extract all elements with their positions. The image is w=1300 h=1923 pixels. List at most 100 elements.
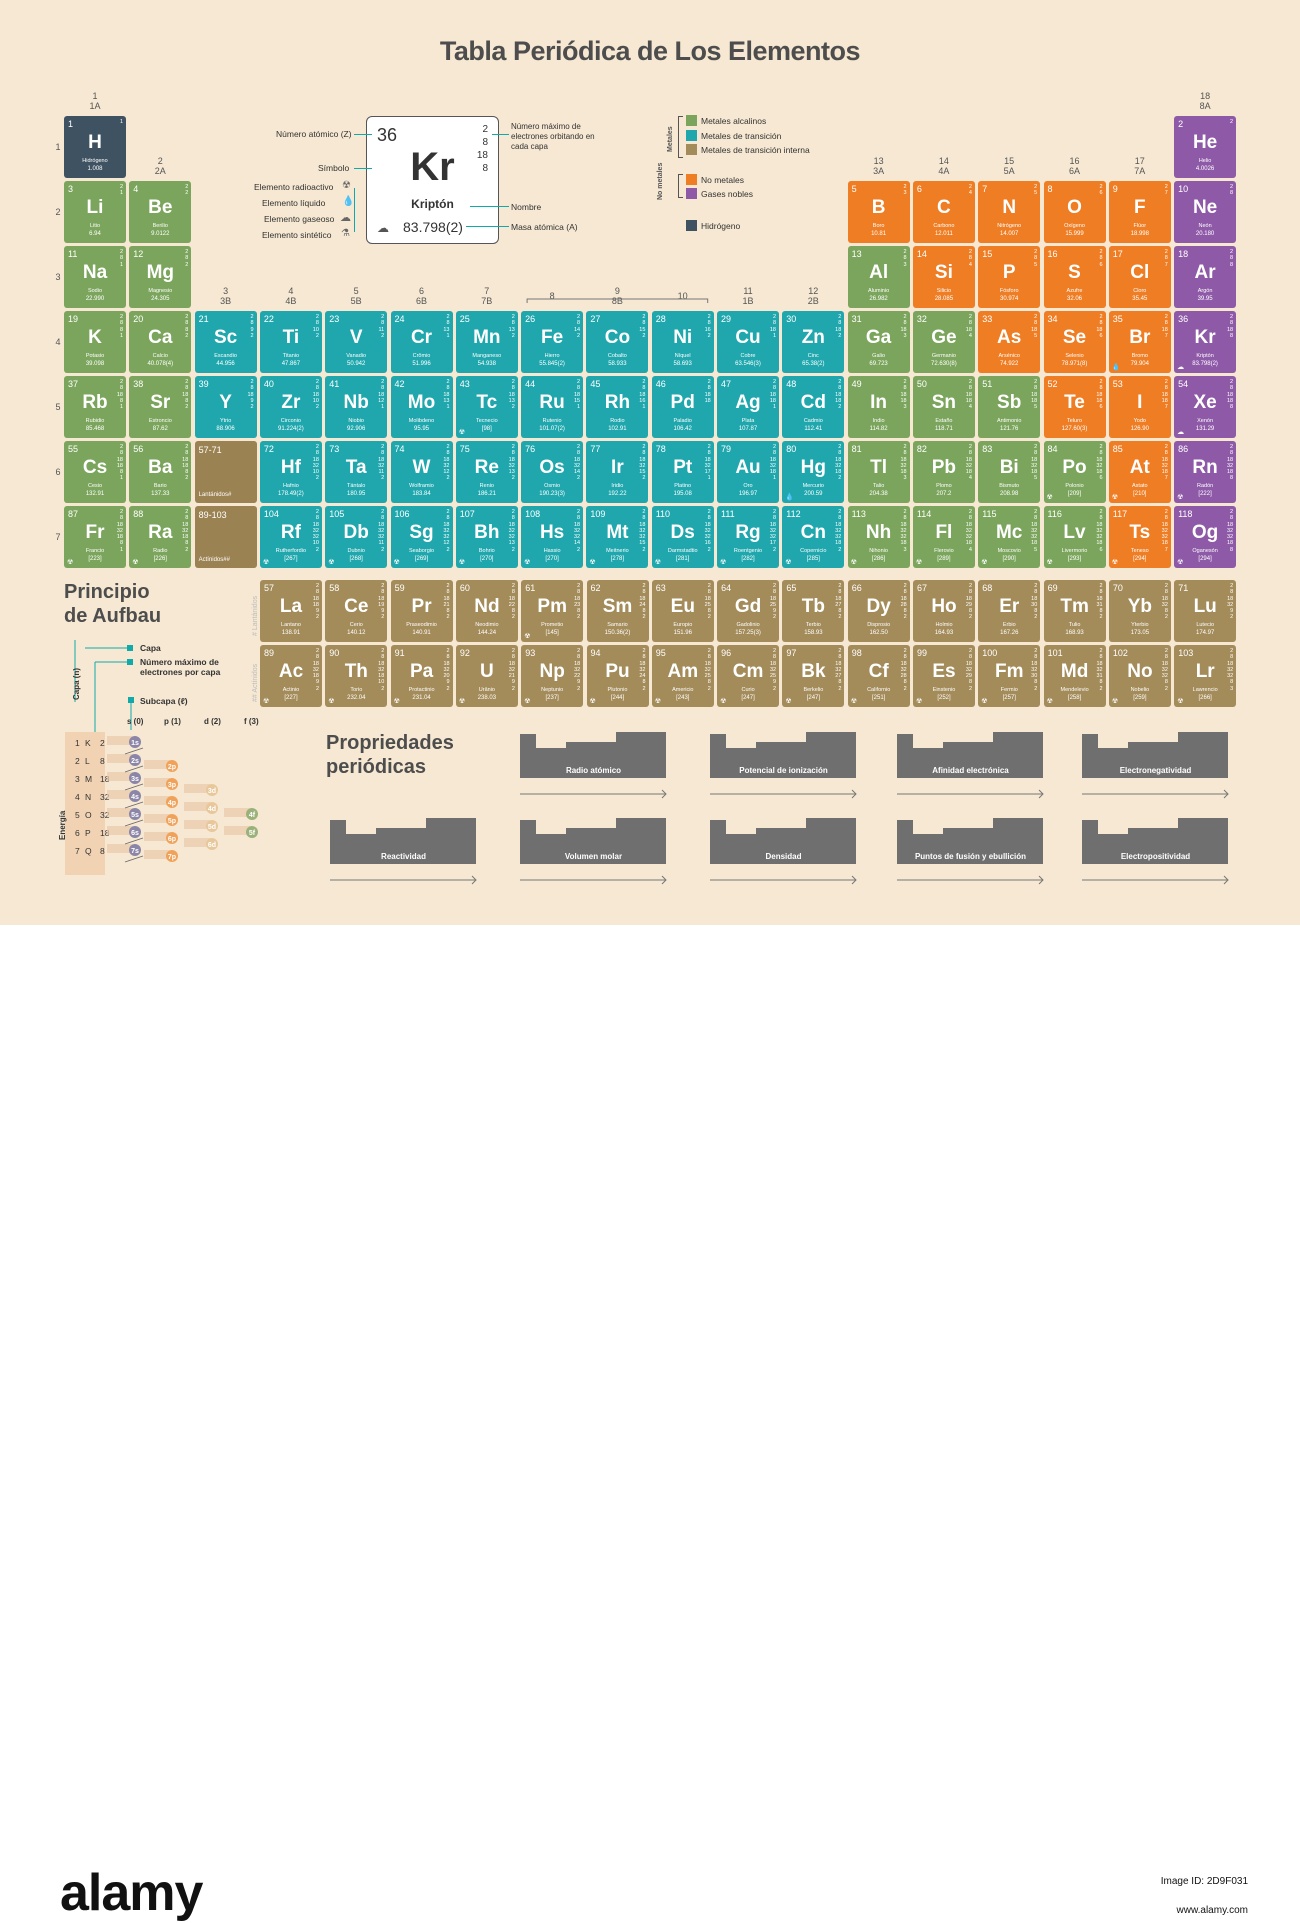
element-symbol: As [997, 327, 1022, 348]
atomic-number: 86 [1178, 444, 1189, 454]
electron-shells: 2 8 18 18 8 2 [182, 444, 189, 482]
element-symbol: H [88, 132, 102, 153]
svg-text:8: 8 [100, 756, 105, 766]
electron-shells: 2 8 18 32 32 12 2 [443, 509, 450, 553]
svg-text:p (1): p (1) [164, 717, 181, 726]
atomic-mass: 51.996 [412, 361, 431, 367]
svg-text:32: 32 [100, 792, 110, 802]
svg-text:5s: 5s [131, 812, 139, 819]
element-symbol: Ge [931, 327, 957, 348]
atomic-number: 93 [525, 648, 536, 658]
atomic-number: 7 [982, 184, 988, 194]
page-title: Tabla Periódica de Los Elementos [439, 36, 861, 66]
atomic-number: 13 [851, 249, 862, 259]
element-at: 85 At Astato [210] 2 8 18 32 18 7 ☢ [1108, 441, 1171, 503]
element-symbol: Os [539, 457, 565, 478]
element-symbol: Bk [801, 661, 826, 682]
radioactive-icon: ☢ [342, 180, 351, 191]
electron-shells: 2 8 18 18 7 [1161, 379, 1168, 411]
radioactive-icon: ☢ [850, 698, 857, 705]
atomic-number: 92 [459, 648, 470, 658]
property-label: Radio atómico [565, 766, 622, 775]
atomic-number: 63 [655, 583, 666, 593]
element-name: Titanio [282, 353, 300, 359]
element-name: Rutenio [542, 418, 562, 424]
legend-item-label: Metales de transición [701, 131, 782, 141]
element-name: Rutherfordio [275, 548, 307, 554]
element-name: Boro [872, 223, 885, 229]
element-symbol: Gd [734, 596, 762, 617]
svg-text:1: 1 [75, 738, 80, 748]
element-name: Molibdeno [408, 418, 435, 424]
element-symbol: Ni [673, 327, 693, 348]
svg-text:6d: 6d [208, 842, 216, 849]
element-he: 2 He Helio 4.0026 2 [1174, 116, 1237, 178]
element-symbol: Pt [673, 457, 693, 478]
element-as: 33 As Arsénico 74.922 2 8 18 5 [978, 311, 1041, 373]
element-cs: 55 Cs Cesio 132.91 2 8 18 18 8 1 [64, 441, 126, 503]
atomic-mass: [145] [545, 630, 559, 636]
element-name: Protactinio [408, 687, 435, 693]
element-name: Californio [867, 687, 891, 693]
element-c: 6 C Carbono 12.011 2 4 [912, 181, 975, 243]
svg-text:6: 6 [75, 828, 80, 838]
electron-shells: 2 8 18 15 1 [573, 379, 581, 411]
element-si: 14 Si Silicio 28.085 2 8 4 [912, 246, 975, 308]
element-name: Ytrio [219, 418, 232, 424]
radioactive-icon: ☢ [328, 559, 335, 566]
element-tb: 65 Tb Terbio 158.93 2 8 18 27 8 2 [782, 580, 845, 642]
svg-text:3s: 3s [131, 776, 139, 783]
element-name: Hassio [543, 548, 561, 554]
electron-shells: 2 8 18 32 32 17 2 [769, 509, 776, 553]
atomic-mass: 44.956 [216, 361, 235, 367]
element-name: Torio [350, 687, 363, 693]
atomic-number: 76 [525, 444, 536, 454]
element-symbol: P [1002, 262, 1016, 283]
atomic-number: 62 [590, 583, 601, 593]
atomic-mass: 114.82 [869, 426, 888, 432]
electron-shells: 2 8 18 18 3 [900, 379, 907, 411]
electron-shells: 2 8 18 10 2 [312, 379, 319, 411]
atomic-number: 69 [1047, 583, 1058, 593]
element-name: Magnesio [148, 288, 173, 294]
element-name: Plutonio [607, 687, 628, 693]
element-ca: 20 Ca Calcio 40.078(4) 2 8 8 2 [129, 311, 192, 373]
group-label: 18 8A [1199, 91, 1211, 111]
atomic-mass: 32.06 [1066, 296, 1082, 302]
element-ce: 58 Ce Cerio 140.12 2 8 18 19 9 2 [325, 580, 388, 642]
atomic-number: 59 [394, 583, 405, 593]
element-name: Urânio [478, 687, 495, 693]
atomic-number: 98 [851, 648, 862, 658]
atomic-mass: 95.95 [413, 426, 429, 432]
atomic-number: 5 [851, 184, 857, 194]
element-bi: 83 Bi Bismuto 208.98 2 8 18 32 18 5 [978, 441, 1041, 503]
atomic-mass: 121.76 [1000, 426, 1019, 432]
svg-text:7s: 7s [131, 848, 139, 855]
electron-shells: 2 8 18 32 18 8 [1226, 444, 1234, 482]
element-sm: 62 Sm Samario 150.36(2) 2 8 18 24 8 2 [586, 580, 649, 642]
electron-shells: 2 8 18 13 1 [443, 379, 450, 411]
property-label: Volumen molar [564, 852, 623, 861]
electron-shells: 2 8 13 2 [508, 314, 515, 339]
group-label: 6 6B [415, 286, 427, 306]
key-shells: 2 8 18 8 [476, 124, 488, 174]
element-symbol: Sb [997, 392, 1022, 413]
element-symbol: Ca [148, 327, 173, 348]
atomic-number: 17 [1112, 249, 1123, 259]
element-symbol: Lu [1193, 596, 1217, 617]
atomic-number: 60 [459, 583, 470, 593]
atomic-mass: 238.03 [477, 695, 497, 701]
svg-text:4s: 4s [131, 794, 139, 801]
element-symbol: Eu [670, 596, 695, 617]
atomic-number: 70 [1112, 583, 1123, 593]
radioactive-icon: ☢ [262, 559, 270, 566]
atomic-number: 68 [982, 583, 993, 593]
atomic-number: 32 [916, 314, 927, 324]
atomic-mass: 26.982 [869, 296, 888, 302]
element-symbol: Tb [801, 596, 825, 617]
radioactive-icon: ☢ [132, 559, 139, 566]
atomic-mass: 69.723 [869, 361, 888, 367]
element-name: Calcio [152, 353, 168, 359]
